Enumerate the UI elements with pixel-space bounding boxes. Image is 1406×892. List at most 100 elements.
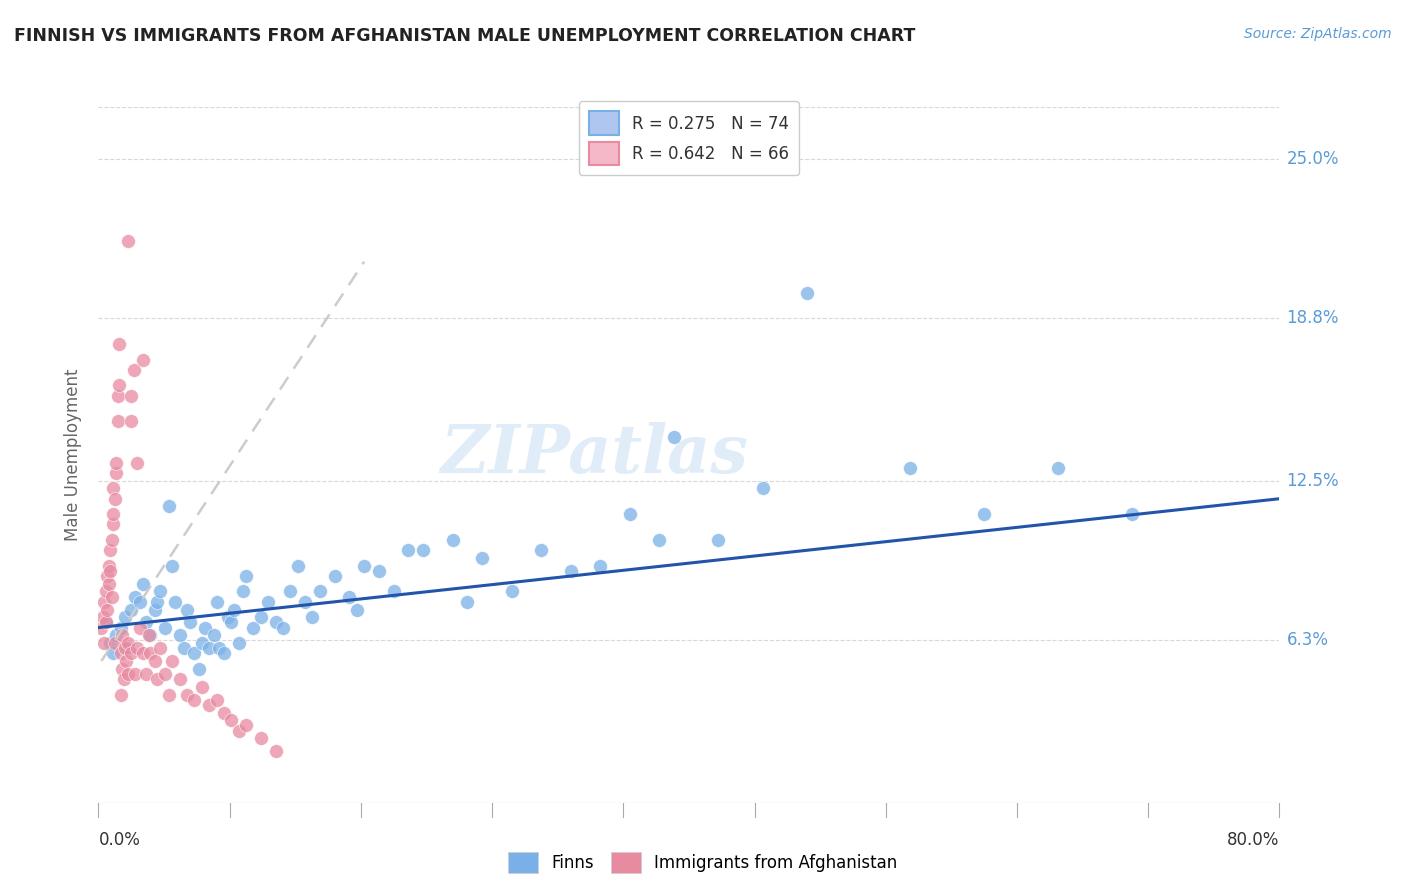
Point <box>707 533 730 547</box>
Point <box>219 615 242 630</box>
Point <box>139 628 162 642</box>
Point <box>98 543 121 558</box>
Point <box>287 558 309 573</box>
Point <box>125 456 148 470</box>
Text: 12.5%: 12.5% <box>1286 472 1339 490</box>
Point <box>648 533 671 547</box>
Point <box>212 706 235 720</box>
Point <box>96 569 118 583</box>
Point <box>309 584 332 599</box>
Point <box>104 636 127 650</box>
Point <box>191 680 214 694</box>
Point <box>212 646 235 660</box>
Point <box>228 636 250 650</box>
Point <box>100 533 122 547</box>
Point <box>100 590 122 604</box>
Point <box>143 602 166 616</box>
Text: FINNISH VS IMMIGRANTS FROM AFGHANISTAN MALE UNEMPLOYMENT CORRELATION CHART: FINNISH VS IMMIGRANTS FROM AFGHANISTAN M… <box>14 27 915 45</box>
Point <box>115 654 138 668</box>
Point <box>301 610 323 624</box>
Legend: R = 0.275   N = 74, R = 0.642   N = 66: R = 0.275 N = 74, R = 0.642 N = 66 <box>579 102 799 176</box>
Point <box>396 543 419 558</box>
Point <box>1121 507 1143 521</box>
Point <box>157 688 180 702</box>
Point <box>183 692 205 706</box>
Point <box>105 628 128 642</box>
Point <box>530 543 553 558</box>
Point <box>125 641 148 656</box>
Point <box>104 491 127 506</box>
Point <box>353 558 375 573</box>
Legend: Finns, Immigrants from Afghanistan: Finns, Immigrants from Afghanistan <box>502 846 904 880</box>
Point <box>111 662 134 676</box>
Point <box>264 615 287 630</box>
Point <box>117 234 139 248</box>
Point <box>198 641 221 656</box>
Point <box>187 662 209 676</box>
Point <box>117 636 139 650</box>
Point <box>128 595 150 609</box>
Point <box>501 584 523 599</box>
Point <box>120 646 142 660</box>
Point <box>346 602 368 616</box>
Point <box>111 628 134 642</box>
Point <box>278 584 302 599</box>
Point <box>589 558 612 573</box>
Point <box>93 636 115 650</box>
Point <box>441 533 464 547</box>
Point <box>242 621 264 635</box>
Point <box>138 628 160 642</box>
Point <box>900 460 922 475</box>
Point <box>107 389 129 403</box>
Point <box>228 723 250 738</box>
Point <box>368 564 391 578</box>
Point <box>98 564 121 578</box>
Point <box>198 698 221 712</box>
Point <box>98 636 121 650</box>
Point <box>382 584 405 599</box>
Point <box>124 667 146 681</box>
Point <box>235 569 257 583</box>
Point <box>205 595 228 609</box>
Point <box>122 363 145 377</box>
Point <box>117 641 139 656</box>
Point <box>169 672 191 686</box>
Point <box>224 602 246 616</box>
Point <box>751 482 773 496</box>
Point <box>471 551 494 566</box>
Point <box>173 641 195 656</box>
Text: 18.8%: 18.8% <box>1286 310 1339 327</box>
Point <box>105 456 128 470</box>
Point <box>619 507 641 521</box>
Point <box>132 352 155 367</box>
Point <box>135 667 157 681</box>
Point <box>103 482 125 496</box>
Point <box>112 672 135 686</box>
Text: ZIPatlas: ZIPatlas <box>440 423 748 487</box>
Point <box>135 615 157 630</box>
Point <box>146 595 169 609</box>
Point <box>108 337 131 351</box>
Point <box>412 543 434 558</box>
Point <box>94 584 117 599</box>
Point <box>271 621 294 635</box>
Point <box>103 517 125 532</box>
Text: Source: ZipAtlas.com: Source: ZipAtlas.com <box>1244 27 1392 41</box>
Point <box>120 602 142 616</box>
Point <box>219 714 242 728</box>
Point <box>250 731 273 746</box>
Point <box>202 628 225 642</box>
Point <box>97 558 120 573</box>
Point <box>217 610 239 624</box>
Text: 0.0%: 0.0% <box>98 830 141 848</box>
Point <box>120 389 142 403</box>
Point <box>96 602 118 616</box>
Point <box>93 595 115 609</box>
Point <box>194 621 217 635</box>
Text: 6.3%: 6.3% <box>1286 632 1329 649</box>
Point <box>149 584 172 599</box>
Point <box>165 595 187 609</box>
Point <box>120 414 142 428</box>
Point <box>132 576 155 591</box>
Point <box>105 466 128 480</box>
